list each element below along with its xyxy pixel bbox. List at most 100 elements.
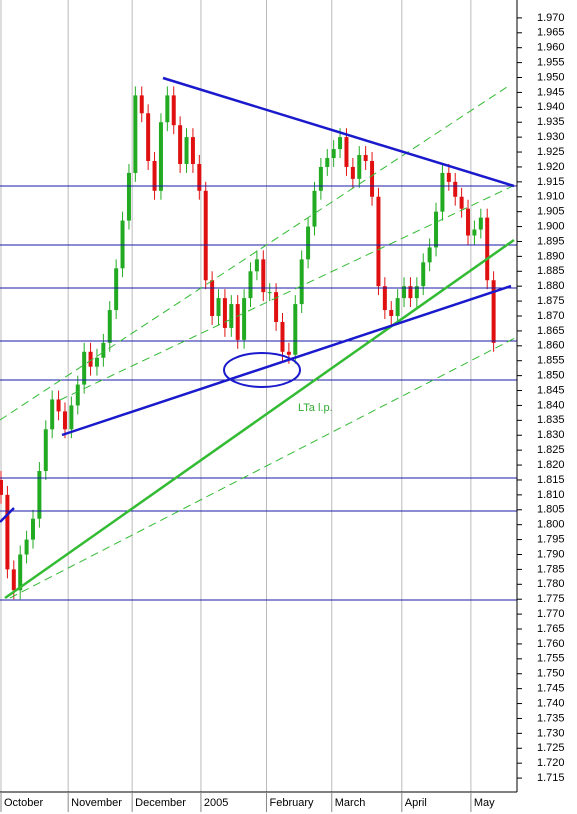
candle-body — [357, 155, 362, 179]
candle-body — [5, 494, 10, 570]
candle-body — [126, 172, 131, 221]
candle-body — [434, 211, 439, 248]
candle-body — [94, 357, 99, 367]
y-tick-label: 1.960 — [537, 42, 565, 54]
candle-body — [82, 351, 87, 385]
candle-body — [50, 399, 55, 430]
candle-body — [446, 172, 451, 182]
candle-body — [30, 518, 35, 540]
y-tick-label: 1.860 — [537, 340, 565, 352]
x-tick-label: 2005 — [204, 797, 228, 809]
candle-body — [75, 384, 80, 406]
y-tick-label: 1.785 — [537, 563, 565, 575]
y-tick-label: 1.815 — [537, 474, 565, 486]
y-tick-label: 1.780 — [537, 578, 565, 590]
candle-body — [376, 196, 381, 287]
candle-body — [242, 298, 247, 340]
x-tick-label: December — [135, 797, 186, 809]
y-tick-label: 1.740 — [537, 697, 565, 709]
y-tick-label: 1.735 — [537, 712, 565, 724]
highlight-ellipse — [223, 352, 301, 388]
candle-body — [18, 554, 23, 591]
candle-body — [216, 298, 221, 316]
candle-body — [222, 298, 227, 328]
candle-body — [62, 411, 67, 430]
y-tick-label: 1.840 — [537, 399, 565, 411]
candle-body — [261, 259, 266, 293]
candle-body — [107, 310, 112, 343]
y-tick-label: 1.770 — [537, 608, 565, 620]
y-tick-label: 1.775 — [537, 593, 565, 605]
candle-body — [370, 160, 375, 197]
y-tick-label: 1.820 — [537, 459, 565, 471]
candle-body — [248, 271, 253, 299]
candle-body — [0, 479, 3, 495]
x-tick-label: April — [405, 797, 427, 809]
candle-body — [440, 172, 445, 212]
y-tick-label: 1.830 — [537, 429, 565, 441]
grid — [0, 0, 472, 792]
candle-body — [133, 95, 138, 173]
candle-body — [56, 399, 61, 412]
y-tick-label: 1.835 — [537, 414, 565, 426]
candle-body — [491, 280, 496, 343]
candle-body — [274, 292, 279, 322]
trend-line — [4, 238, 515, 600]
y-tick-label: 1.895 — [537, 235, 565, 247]
candle-body — [267, 292, 272, 294]
candle-body — [293, 304, 298, 355]
x-tick-label: February — [269, 797, 314, 809]
y-tick-label: 1.885 — [537, 265, 565, 277]
y-tick-label: 1.825 — [537, 444, 565, 456]
x-tick-label: October — [4, 797, 43, 809]
y-tick-label: 1.905 — [537, 206, 565, 218]
y-tick-label: 1.890 — [537, 250, 565, 262]
y-tick-label: 1.810 — [537, 489, 565, 501]
y-tick-label: 1.760 — [537, 638, 565, 650]
x-tick-label: November — [71, 797, 122, 809]
candle-body — [152, 160, 157, 191]
y-tick-label: 1.795 — [537, 533, 565, 545]
candle-body — [414, 286, 419, 299]
drawings — [0, 76, 517, 601]
y-tick-label: 1.955 — [537, 57, 565, 69]
candle-body — [210, 280, 215, 316]
candle-body — [43, 429, 48, 472]
candle-body — [280, 321, 285, 352]
candle-body — [472, 229, 477, 236]
axes: 1.715 1.720 1.725 1.730 1.735 1.740 1.745 1.750… — [0, 12, 565, 812]
candle-body — [24, 539, 29, 555]
candle-body — [350, 166, 355, 179]
candle-body — [286, 351, 291, 355]
candle-body — [158, 122, 163, 191]
candle-body — [178, 125, 183, 164]
y-tick-label: 1.970 — [537, 12, 565, 24]
x-tick-label: March — [335, 797, 366, 809]
candle-body — [229, 304, 234, 328]
y-tick-label: 1.745 — [537, 683, 565, 695]
candle-body — [165, 95, 170, 123]
y-tick-label: 1.800 — [537, 519, 565, 531]
y-tick-label: 1.965 — [537, 27, 565, 39]
candle-body — [344, 137, 349, 167]
y-tick-label: 1.925 — [537, 146, 565, 158]
candle-body — [427, 247, 432, 263]
candle-body — [338, 137, 343, 150]
candle-body — [254, 259, 259, 272]
y-tick-label: 1.940 — [537, 101, 565, 113]
candle-body — [363, 155, 368, 161]
annotation: LTa l.p. — [298, 402, 333, 414]
trend-line — [0, 507, 15, 523]
y-tick-label: 1.865 — [537, 325, 565, 337]
candle-body — [382, 286, 387, 311]
candle-body — [184, 137, 189, 164]
candle-body — [459, 196, 464, 209]
candle-body — [318, 166, 323, 191]
y-tick-label: 1.870 — [537, 310, 565, 322]
candle-body — [478, 217, 483, 230]
candles — [0, 86, 496, 600]
trend-line — [61, 284, 512, 437]
